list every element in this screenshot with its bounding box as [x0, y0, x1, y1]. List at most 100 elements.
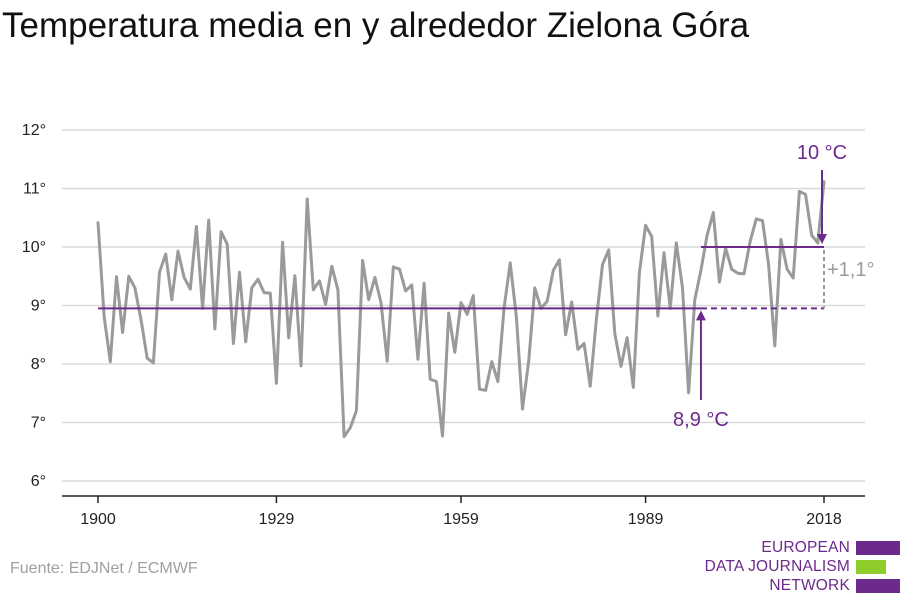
data-point-1960: [465, 312, 469, 316]
y-tick-label-7: 7°: [31, 415, 46, 432]
data-point-1976: [564, 333, 567, 337]
data-point-2015: [804, 193, 807, 196]
data-point-1954: [428, 377, 432, 381]
data-point-1944: [367, 298, 371, 301]
y-tick-label-10: 10°: [22, 239, 46, 256]
data-point-1910: [158, 270, 161, 274]
y-tick-label-12: 12°: [22, 122, 46, 139]
data-point-1990: [650, 235, 654, 238]
y-tick-label-8: 8°: [31, 356, 46, 373]
data-point-1947: [385, 359, 389, 363]
data-point-2001: [718, 280, 721, 284]
data-point-2012: [785, 267, 789, 271]
data-point-1925: [250, 286, 254, 290]
x-tick-label-1900: 1900: [80, 511, 116, 528]
data-point-1981: [595, 317, 598, 321]
data-point-1970: [527, 359, 530, 363]
data-point-1916: [195, 225, 198, 228]
data-point-1998: [699, 269, 703, 272]
data-point-1934: [305, 197, 309, 201]
data-point-1932: [293, 274, 297, 277]
data-point-1987: [631, 386, 635, 389]
x-tick-label-1959: 1959: [443, 511, 479, 528]
data-point-1983: [607, 248, 610, 252]
data-point-1975: [558, 258, 561, 262]
data-point-1927: [262, 291, 266, 294]
logo-line-2: DATA JOURNALISM: [704, 558, 850, 575]
data-point-1907: [139, 318, 143, 322]
data-point-1929: [275, 382, 278, 385]
data-point-1936: [318, 279, 321, 283]
chart-title: Temperatura media en y alrededor Zielona…: [2, 6, 750, 45]
data-point-1949: [398, 267, 401, 271]
recent-arrow-head: [817, 234, 827, 244]
data-point-1978: [576, 348, 580, 351]
data-point-1967: [508, 261, 512, 265]
data-point-1973: [545, 300, 549, 303]
gridlines: [62, 129, 865, 482]
data-point-1992: [662, 251, 666, 255]
data-point-1989: [644, 224, 647, 227]
y-tick-label-11: 11°: [23, 181, 46, 198]
data-point-1958: [453, 351, 457, 354]
data-point-2011: [779, 238, 783, 241]
data-point-1996: [687, 391, 690, 394]
data-point-1914: [182, 276, 186, 279]
y-tick-label-9: 9°: [31, 298, 46, 315]
data-point-1953: [422, 281, 426, 285]
data-point-1912: [170, 298, 174, 301]
data-point-2008: [761, 219, 764, 222]
data-point-1901: [102, 315, 106, 319]
logo-bar-bottom: [856, 579, 900, 593]
data-point-1952: [416, 358, 420, 361]
data-point-1961: [472, 294, 475, 297]
data-point-1977: [570, 300, 574, 304]
data-point-2018: [822, 180, 826, 183]
data-point-1918: [207, 218, 211, 222]
data-point-1919: [213, 327, 217, 331]
data-point-1946: [379, 301, 383, 304]
data-point-1900: [96, 221, 100, 224]
data-point-1905: [127, 274, 131, 278]
data-point-1922: [232, 342, 235, 345]
data-point-1931: [287, 336, 291, 339]
edjnet-logo: EUROPEAN DATA JOURNALISM NETWORK: [700, 538, 900, 596]
reference-lines: [98, 246, 825, 310]
source-note: Fuente: EDJNet / ECMWF: [10, 560, 198, 577]
data-point-1971: [533, 286, 537, 290]
data-point-2005: [742, 272, 746, 276]
data-point-1928: [268, 291, 272, 295]
data-point-2014: [798, 190, 801, 193]
data-point-2017: [816, 241, 820, 245]
data-point-1979: [582, 342, 586, 345]
data-point-1957: [447, 311, 450, 315]
data-point-2006: [748, 239, 752, 243]
baseline-arrow-head: [695, 310, 706, 321]
data-point-1921: [225, 242, 229, 246]
x-tick-label-1989: 1989: [628, 511, 664, 528]
data-point-1937: [324, 303, 327, 306]
data-point-1988: [638, 271, 641, 275]
data-point-1955: [435, 380, 438, 383]
data-point-1923: [238, 270, 241, 274]
logo-line-3: NETWORK: [769, 577, 850, 594]
data-point-2010: [773, 344, 777, 348]
data-point-1974: [551, 269, 555, 272]
data-point-1938: [330, 265, 334, 268]
data-point-1964: [490, 360, 494, 363]
data-point-1995: [681, 286, 684, 290]
data-point-1920: [219, 230, 223, 234]
x-tick-label-2018: 2018: [806, 511, 842, 528]
data-point-1985: [619, 365, 623, 368]
logo-line-1: EUROPEAN: [761, 539, 850, 556]
data-point-1940: [342, 435, 346, 438]
logo-bar-middle: [856, 560, 886, 574]
data-point-1980: [588, 384, 592, 388]
data-point-1968: [515, 315, 518, 319]
data-point-1906: [133, 286, 137, 290]
data-point-1904: [121, 331, 124, 334]
data-point-1984: [613, 332, 617, 335]
data-point-2013: [791, 276, 795, 280]
data-point-1956: [441, 434, 444, 438]
